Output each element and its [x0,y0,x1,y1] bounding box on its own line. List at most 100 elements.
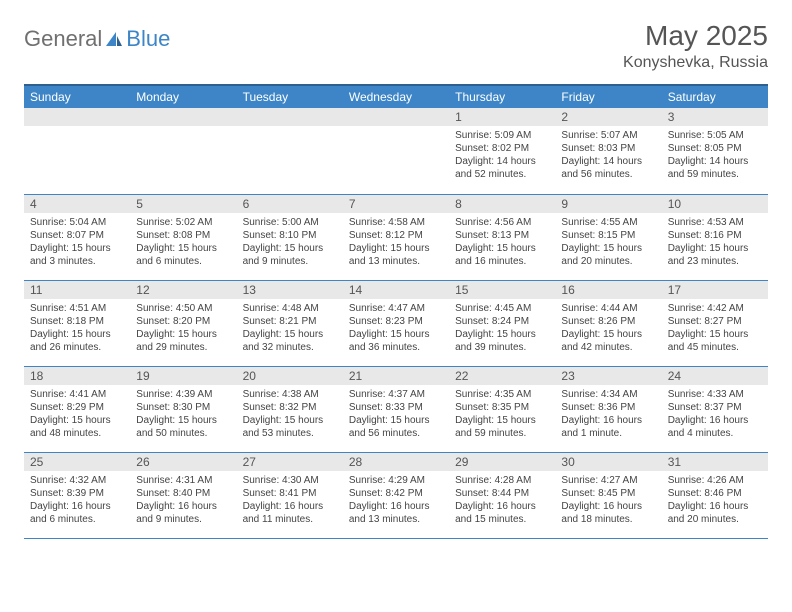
calendar-day-cell: 14Sunrise: 4:47 AMSunset: 8:23 PMDayligh… [343,280,449,366]
day-line-sr: Sunrise: 4:28 AM [455,474,549,487]
day-line-sr: Sunrise: 4:27 AM [561,474,655,487]
day-line-ss: Sunset: 8:40 PM [136,487,230,500]
day-line-dl2: and 15 minutes. [455,513,549,526]
calendar-day-cell: 28 Sunrise: 4:29 AMSunset: 8:42 PMDayligh… [343,452,449,538]
day-content: Sunrise: 4:31 AMSunset: 8:40 PMDaylight:… [130,471,236,530]
day-line-dl1: Daylight: 14 hours [668,155,762,168]
calendar-week-row: 11Sunrise: 4:51 AMSunset: 8:18 PMDayligh… [24,280,768,366]
calendar-day-cell: 25Sunrise: 4:32 AMSunset: 8:39 PMDayligh… [24,452,130,538]
calendar-week-row: 18Sunrise: 4:41 AMSunset: 8:29 PMDayligh… [24,366,768,452]
day-content: Sunrise: 4:30 AMSunset: 8:41 PMDaylight:… [237,471,343,530]
day-line-ss: Sunset: 8:33 PM [349,401,443,414]
day-number-empty [237,108,343,126]
calendar-day-cell: 13Sunrise: 4:48 AMSunset: 8:21 PMDayligh… [237,280,343,366]
day-content: Sunrise: 5:04 AMSunset: 8:07 PMDaylight:… [24,213,130,272]
calendar-day-cell: 7Sunrise: 4:58 AMSunset: 8:12 PMDaylight… [343,194,449,280]
calendar-day-cell: 8Sunrise: 4:56 AMSunset: 8:13 PMDaylight… [449,194,555,280]
day-content: Sunrise: 4:26 AMSunset: 8:46 PMDaylight:… [662,471,768,530]
day-line-dl2: and 20 minutes. [668,513,762,526]
day-line-sr: Sunrise: 4:33 AM [668,388,762,401]
calendar-day-cell: 6Sunrise: 5:00 AMSunset: 8:10 PMDaylight… [237,194,343,280]
day-line-sr: Sunrise: 4:31 AM [136,474,230,487]
calendar-day-cell: 21Sunrise: 4:37 AMSunset: 8:33 PMDayligh… [343,366,449,452]
calendar-day-cell: 24Sunrise: 4:33 AMSunset: 8:37 PMDayligh… [662,366,768,452]
day-line-ss: Sunset: 8:45 PM [561,487,655,500]
day-content: Sunrise: 4:27 AMSunset: 8:45 PMDaylight:… [555,471,661,530]
day-line-dl2: and 53 minutes. [243,427,337,440]
day-number: 20 [237,367,343,385]
day-line-dl2: and 4 minutes. [668,427,762,440]
day-line-dl1: Daylight: 16 hours [455,500,549,513]
day-line-dl2: and 50 minutes. [136,427,230,440]
day-content: Sunrise: 5:05 AMSunset: 8:05 PMDaylight:… [662,126,768,185]
day-content: Sunrise: 5:09 AMSunset: 8:02 PMDaylight:… [449,126,555,185]
calendar-day-cell: 11Sunrise: 4:51 AMSunset: 8:18 PMDayligh… [24,280,130,366]
weekday-header: Tuesday [237,85,343,108]
day-number: 10 [662,195,768,213]
day-line-ss: Sunset: 8:26 PM [561,315,655,328]
day-line-dl2: and 23 minutes. [668,255,762,268]
calendar-day-cell: 30Sunrise: 4:27 AMSunset: 8:45 PMDayligh… [555,452,661,538]
day-line-sr: Sunrise: 4:32 AM [30,474,124,487]
day-number: 22 [449,367,555,385]
day-number: 31 [662,453,768,471]
day-line-sr: Sunrise: 4:29 AM [349,474,443,487]
day-number: 4 [24,195,130,213]
day-line-sr: Sunrise: 4:47 AM [349,302,443,315]
day-line-dl1: Daylight: 15 hours [136,414,230,427]
day-line-sr: Sunrise: 5:07 AM [561,129,655,142]
calendar-day-cell: 26Sunrise: 4:31 AMSunset: 8:40 PMDayligh… [130,452,236,538]
location: Konyshevka, Russia [623,54,768,72]
day-content: Sunrise: 4:37 AMSunset: 8:33 PMDaylight:… [343,385,449,444]
day-line-dl2: and 26 minutes. [30,341,124,354]
calendar-day-cell: 19Sunrise: 4:39 AMSunset: 8:30 PMDayligh… [130,366,236,452]
day-line-sr: Sunrise: 5:02 AM [136,216,230,229]
day-line-ss: Sunset: 8:16 PM [668,229,762,242]
day-line-ss: Sunset: 8:44 PM [455,487,549,500]
day-line-dl1: Daylight: 15 hours [243,414,337,427]
day-line-dl2: and 59 minutes. [668,168,762,181]
day-line-dl2: and 52 minutes. [455,168,549,181]
logo: General Blue [24,26,170,52]
day-line-dl1: Daylight: 16 hours [668,500,762,513]
day-line-sr: Sunrise: 4:38 AM [243,388,337,401]
day-line-ss: Sunset: 8:02 PM [455,142,549,155]
day-line-dl1: Daylight: 15 hours [349,328,443,341]
weekday-header-row: Sunday Monday Tuesday Wednesday Thursday… [24,85,768,108]
day-line-dl1: Daylight: 16 hours [349,500,443,513]
day-content: Sunrise: 4:32 AMSunset: 8:39 PMDaylight:… [24,471,130,530]
day-line-dl1: Daylight: 15 hours [136,242,230,255]
day-line-dl2: and 13 minutes. [349,255,443,268]
day-content: Sunrise: 5:07 AMSunset: 8:03 PMDaylight:… [555,126,661,185]
day-line-ss: Sunset: 8:42 PM [349,487,443,500]
day-line-dl1: Daylight: 16 hours [243,500,337,513]
calendar-day-cell [130,108,236,194]
day-line-ss: Sunset: 8:23 PM [349,315,443,328]
day-content: Sunrise: 4:41 AMSunset: 8:29 PMDaylight:… [24,385,130,444]
day-line-ss: Sunset: 8:05 PM [668,142,762,155]
day-line-dl1: Daylight: 15 hours [30,328,124,341]
calendar-day-cell: 4Sunrise: 5:04 AMSunset: 8:07 PMDaylight… [24,194,130,280]
calendar-day-cell: 15Sunrise: 4:45 AMSunset: 8:24 PMDayligh… [449,280,555,366]
day-line-dl1: Daylight: 16 hours [561,414,655,427]
day-line-ss: Sunset: 8:37 PM [668,401,762,414]
day-number-empty [343,108,449,126]
day-number: 24 [662,367,768,385]
day-line-dl1: Daylight: 15 hours [136,328,230,341]
day-content: Sunrise: 4:33 AMSunset: 8:37 PMDaylight:… [662,385,768,444]
day-number: 21 [343,367,449,385]
day-line-dl1: Daylight: 14 hours [455,155,549,168]
calendar-day-cell: 9Sunrise: 4:55 AMSunset: 8:15 PMDaylight… [555,194,661,280]
calendar-day-cell [237,108,343,194]
day-line-dl1: Daylight: 16 hours [30,500,124,513]
day-number: 28 [343,453,449,471]
day-number: 9 [555,195,661,213]
day-content: Sunrise: 4:51 AMSunset: 8:18 PMDaylight:… [24,299,130,358]
day-content: Sunrise: 4:39 AMSunset: 8:30 PMDaylight:… [130,385,236,444]
day-line-dl2: and 11 minutes. [243,513,337,526]
day-line-ss: Sunset: 8:32 PM [243,401,337,414]
day-line-dl1: Daylight: 15 hours [349,414,443,427]
day-number: 15 [449,281,555,299]
day-line-ss: Sunset: 8:12 PM [349,229,443,242]
day-line-dl2: and 56 minutes. [561,168,655,181]
